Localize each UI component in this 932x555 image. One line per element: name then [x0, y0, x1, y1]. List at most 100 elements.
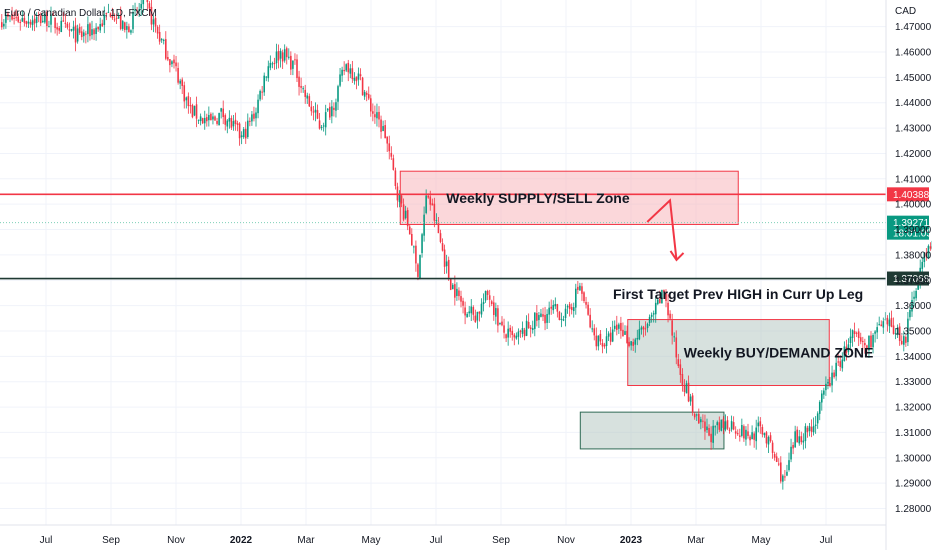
candle-body: [883, 321, 885, 327]
candle-body: [296, 59, 298, 78]
candle-body: [183, 85, 185, 101]
candle-body: [511, 331, 513, 335]
candle-body: [212, 116, 214, 119]
candle-body: [220, 108, 222, 111]
candle-body: [700, 419, 702, 422]
candle-body: [509, 328, 511, 332]
candle-body: [309, 96, 311, 106]
x-tick-label: May: [752, 535, 771, 546]
candle-body: [364, 92, 366, 97]
candle-body: [77, 28, 79, 41]
candle-body: [835, 363, 837, 376]
candle-body: [270, 63, 272, 68]
candle-body: [3, 24, 5, 27]
candle-body: [651, 315, 653, 317]
candle-body: [288, 57, 290, 58]
candle-body: [876, 327, 878, 332]
candle-body: [731, 421, 733, 429]
candle-body: [401, 195, 403, 203]
candle-body: [306, 95, 308, 98]
candle-body: [813, 426, 815, 432]
candle-body: [274, 63, 276, 64]
candle-body: [571, 307, 573, 310]
candle-body: [278, 51, 280, 60]
candle-body: [725, 421, 727, 429]
candle-body: [407, 210, 409, 226]
candle-body: [54, 18, 56, 28]
candle-body: [239, 124, 241, 139]
candle-body: [473, 307, 475, 315]
candle-body: [432, 203, 434, 205]
candle-body: [290, 56, 292, 70]
candle-body: [612, 329, 614, 341]
candle-body: [325, 112, 327, 127]
candle-body: [887, 318, 889, 324]
candle-body: [477, 312, 479, 321]
candle-body: [598, 336, 600, 347]
candle-body: [817, 413, 819, 423]
candle-body: [880, 325, 882, 327]
candle-body: [222, 109, 224, 117]
y-tick-label: 1.36000: [895, 301, 932, 312]
candle-body: [448, 260, 450, 278]
candle-body: [616, 325, 618, 330]
candle-body: [298, 77, 300, 87]
candle-body: [347, 63, 349, 72]
candle-body: [311, 107, 313, 112]
candle-body: [647, 324, 649, 328]
candle-body: [581, 286, 583, 294]
candle-body: [770, 435, 772, 441]
candle-body: [73, 27, 75, 31]
x-tick-label: Jul: [430, 535, 443, 546]
candle-body: [206, 117, 208, 121]
candle-body: [403, 204, 405, 219]
candle-body: [315, 110, 317, 113]
candle-body: [157, 27, 159, 34]
candle-body: [192, 105, 194, 117]
candle-body: [19, 22, 21, 23]
candle-body: [153, 19, 155, 24]
candle-body: [688, 383, 690, 402]
candle-body: [374, 114, 376, 117]
candle-body: [411, 234, 413, 245]
candle-body: [854, 331, 856, 334]
candle-body: [807, 428, 809, 432]
candle-body: [561, 319, 563, 320]
candle-body: [395, 170, 397, 186]
x-tick-label: May: [362, 535, 381, 546]
candle-body: [829, 383, 831, 386]
candle-body: [766, 432, 768, 443]
candle-body: [626, 331, 628, 343]
candle-body: [202, 118, 204, 123]
candle-body: [475, 316, 477, 323]
y-tick-label: 1.41000: [895, 174, 932, 185]
candle-body: [628, 342, 630, 346]
candle-body: [210, 114, 212, 120]
candle-body: [762, 427, 764, 434]
candle-body: [81, 31, 83, 37]
candle-body: [786, 472, 788, 476]
candle-body: [391, 153, 393, 157]
y-tick-label: 1.44000: [895, 98, 932, 109]
candle-body: [585, 302, 587, 305]
candle-body: [438, 222, 440, 233]
y-tick-label: 1.38000: [895, 250, 932, 261]
candle-body: [42, 21, 44, 22]
candle-body: [811, 427, 813, 432]
candle-body: [190, 105, 192, 106]
candle-body: [737, 433, 739, 434]
currency-label: CAD: [895, 6, 916, 17]
candle-body: [323, 125, 325, 126]
y-tick-label: 1.32000: [895, 403, 932, 414]
candle-body: [757, 423, 759, 427]
candle-body: [878, 324, 880, 325]
candle-body: [735, 431, 737, 433]
candle-body: [587, 305, 589, 315]
candle-body: [171, 61, 173, 64]
candle-body: [604, 345, 606, 347]
candle-body: [425, 196, 427, 213]
candle-body: [600, 334, 602, 342]
candle-body: [634, 339, 636, 344]
